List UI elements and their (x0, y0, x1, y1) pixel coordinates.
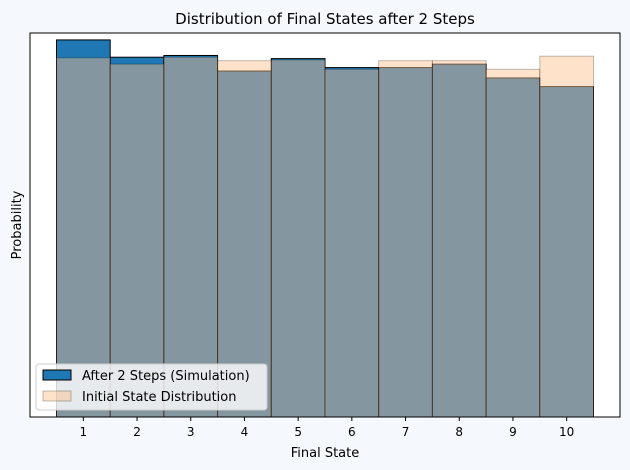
y-axis-label: Probability (10, 190, 25, 259)
bar-simulation-8 (431, 63, 487, 418)
x-tick-label-7: 7 (402, 425, 410, 439)
x-tick-label-4: 4 (241, 425, 249, 439)
bar-simulation-4 (217, 70, 272, 418)
legend-label-initial: Initial State Distribution (82, 390, 237, 405)
x-tick-label-10: 10 (559, 425, 574, 439)
x-tick-label-8: 8 (455, 425, 463, 439)
legend-box (35, 363, 268, 411)
x-tick-label-6: 6 (348, 425, 356, 439)
bar-initial-7 (378, 60, 433, 418)
bar-initial-5 (270, 59, 326, 418)
legend: After 2 Steps (Simulation) Initial State… (35, 363, 268, 411)
legend-swatch-simulation (42, 369, 72, 381)
x-tick-label-9: 9 (509, 425, 517, 439)
bar-initial-3 (163, 56, 219, 418)
bar-simulation-5 (270, 58, 326, 418)
bar-initial-10 (539, 55, 594, 418)
bar-initial-9 (485, 68, 541, 418)
x-axis-ticks: 1 2 3 4 5 6 7 8 9 10 (80, 417, 574, 439)
bar-initial-4 (217, 60, 272, 418)
x-tick-label-3: 3 (187, 425, 195, 439)
bars-layer (56, 39, 594, 418)
plot-frame (29, 32, 621, 418)
x-axis-label: Final State (291, 446, 360, 461)
bar-initial-8 (431, 60, 487, 418)
bar-initial-1 (56, 57, 111, 418)
bar-simulation-6 (324, 67, 380, 418)
legend-label-simulation: After 2 Steps (Simulation) (82, 369, 250, 384)
x-tick-label-1: 1 (80, 425, 88, 439)
chart-title: Distribution of Final States after 2 Ste… (175, 10, 475, 28)
bar-initial-6 (324, 68, 380, 418)
x-tick-label-2: 2 (133, 425, 141, 439)
bar-simulation-10 (539, 86, 594, 418)
bar-simulation-7 (378, 67, 433, 418)
bar-initial-2 (109, 63, 165, 418)
legend-swatch-initial (42, 390, 72, 402)
x-tick-label-5: 5 (294, 425, 302, 439)
